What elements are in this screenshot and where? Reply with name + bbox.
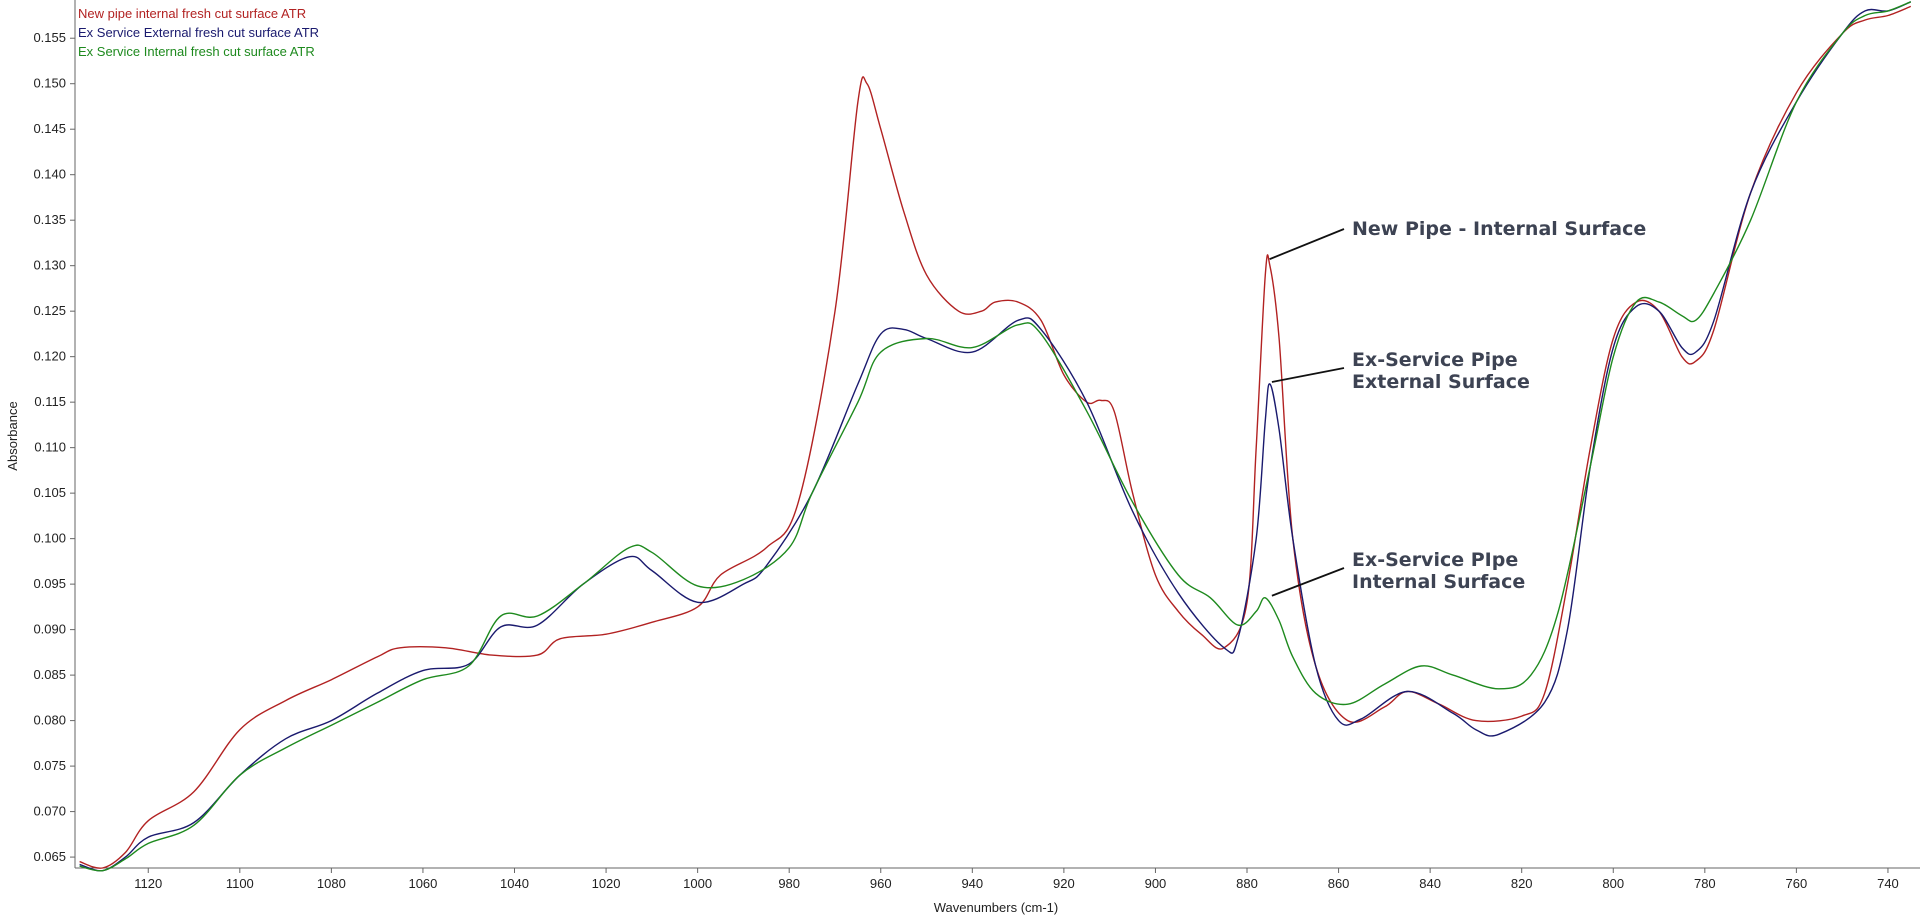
y-tick-label: 0.145 bbox=[33, 121, 66, 136]
x-tick-label: 920 bbox=[1053, 876, 1075, 891]
y-tick-label: 0.080 bbox=[33, 713, 66, 728]
legend-entry-3: Ex Service Internal fresh cut surface AT… bbox=[78, 44, 315, 59]
x-tick-label: 960 bbox=[870, 876, 892, 891]
y-tick-label: 0.115 bbox=[34, 394, 66, 409]
x-tick-label: 900 bbox=[1145, 876, 1167, 891]
y-tick-label: 0.155 bbox=[33, 30, 66, 45]
y-tick-label: 0.125 bbox=[33, 303, 66, 318]
legend-entry-2: Ex Service External fresh cut surface AT… bbox=[78, 25, 319, 40]
y-tick-label: 0.150 bbox=[33, 76, 66, 91]
legend-entry-1: New pipe internal fresh cut surface ATR bbox=[78, 6, 306, 21]
x-tick-label: 800 bbox=[1602, 876, 1624, 891]
y-axis-title: Absorbance bbox=[5, 401, 20, 470]
y-tick-label: 0.140 bbox=[33, 167, 66, 182]
y-tick-label: 0.090 bbox=[33, 622, 66, 637]
y-tick-label: 0.130 bbox=[33, 258, 66, 273]
y-tick-label: 0.100 bbox=[33, 531, 66, 546]
y-ticks: 0.065 0.070 0.075 0.080 0.085 0.090 0.095 0.100… bbox=[33, 30, 75, 864]
x-tick-label: 940 bbox=[961, 876, 983, 891]
x-tick-label: 780 bbox=[1694, 876, 1716, 891]
y-tick-label: 0.135 bbox=[33, 212, 66, 227]
x-axis-title: Wavenumbers (cm-1) bbox=[934, 900, 1058, 915]
x-tick-label: 1060 bbox=[408, 876, 437, 891]
x-tick-label: 820 bbox=[1511, 876, 1533, 891]
x-tick-label: 840 bbox=[1419, 876, 1441, 891]
y-tick-label: 0.070 bbox=[33, 804, 66, 819]
series-line-3 bbox=[79, 1, 1912, 872]
x-ticks: 1120 1100 1080 1060 1040 1020 1000 980 960 940 920… bbox=[134, 868, 1899, 891]
x-tick-label: 980 bbox=[778, 876, 800, 891]
x-tick-label: 740 bbox=[1877, 876, 1899, 891]
annotation-label: Ex-Service Pipe bbox=[1352, 349, 1518, 371]
annotation-label: Internal Surface bbox=[1352, 571, 1525, 593]
y-tick-label: 0.105 bbox=[33, 485, 66, 500]
y-tick-label: 0.110 bbox=[34, 440, 66, 455]
x-tick-label: 880 bbox=[1236, 876, 1258, 891]
series-line-1 bbox=[79, 5, 1912, 869]
x-tick-label: 1000 bbox=[683, 876, 712, 891]
y-tick-label: 0.075 bbox=[33, 758, 66, 773]
series-line-2 bbox=[79, 1, 1912, 872]
annotation-leader-line bbox=[1269, 228, 1345, 260]
legend: New pipe internal fresh cut surface ATR E… bbox=[78, 6, 319, 59]
annotations: New Pipe - Internal Surface Ex-Service Pi… bbox=[1269, 218, 1646, 597]
y-tick-label: 0.120 bbox=[33, 349, 66, 364]
y-tick-label: 0.065 bbox=[33, 849, 66, 864]
x-tick-label: 1080 bbox=[317, 876, 346, 891]
x-tick-label: 860 bbox=[1328, 876, 1350, 891]
x-tick-label: 1040 bbox=[500, 876, 529, 891]
y-tick-label: 0.095 bbox=[33, 576, 66, 591]
annotation-label: New Pipe - Internal Surface bbox=[1352, 218, 1646, 240]
annotation-leader-line bbox=[1271, 367, 1345, 383]
x-tick-label: 1120 bbox=[134, 876, 162, 891]
annotation-label: External Surface bbox=[1352, 371, 1530, 393]
series-lines bbox=[79, 1, 1912, 872]
x-tick-label: 760 bbox=[1786, 876, 1808, 891]
x-tick-label: 1020 bbox=[592, 876, 621, 891]
y-tick-label: 0.085 bbox=[33, 667, 66, 682]
axes bbox=[74, 0, 1920, 869]
annotation-label: Ex-Service PIpe bbox=[1352, 549, 1518, 571]
x-tick-label: 1100 bbox=[226, 876, 254, 891]
annotation-leader-line bbox=[1271, 567, 1345, 597]
